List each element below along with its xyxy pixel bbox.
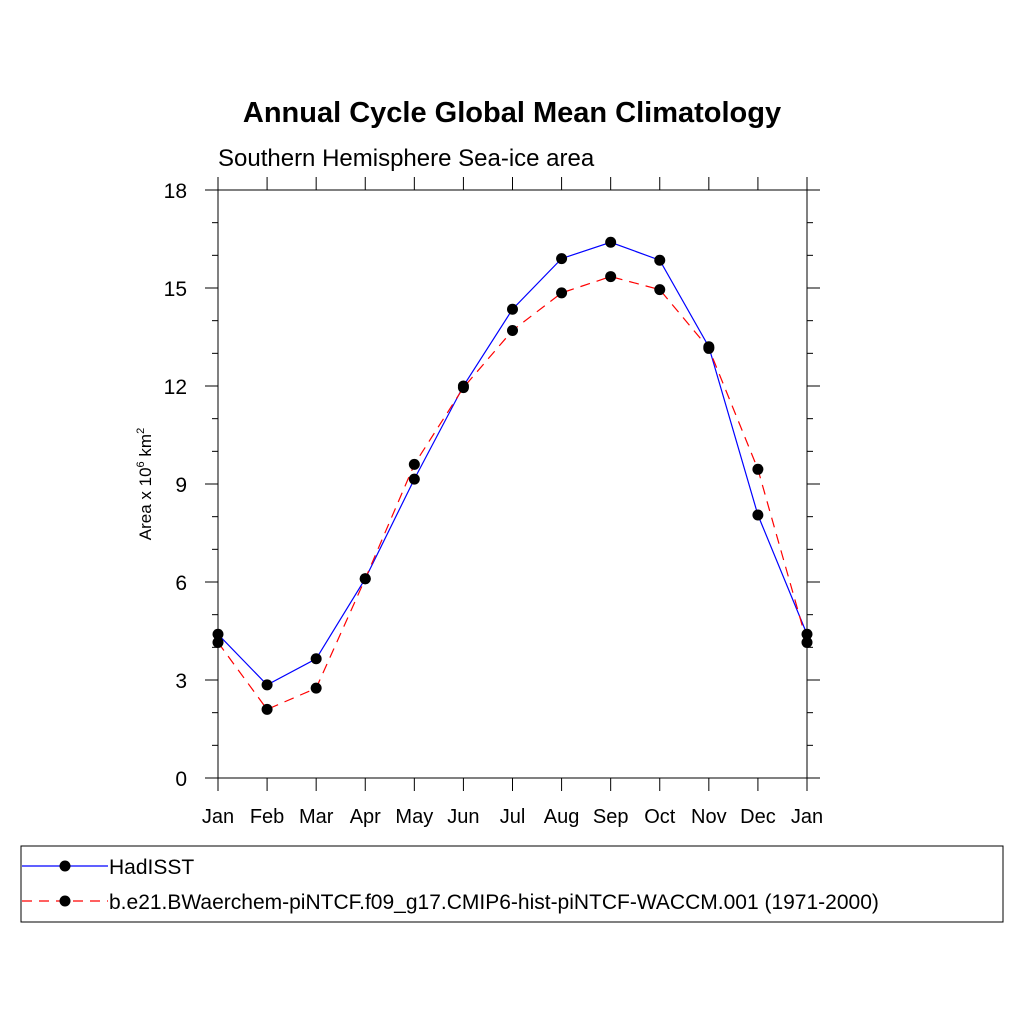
y-tick-label: 6 xyxy=(175,572,187,595)
series-1-point xyxy=(212,628,224,640)
series-2-point xyxy=(261,703,273,715)
series-2-point xyxy=(703,342,715,354)
plot-frame xyxy=(217,189,808,779)
series-1-point xyxy=(654,254,666,266)
x-tick-label: Nov xyxy=(691,806,727,828)
series-1-point xyxy=(261,679,273,691)
x-tick-label: Jul xyxy=(500,806,526,828)
series-1-point xyxy=(310,653,322,665)
series-2-point xyxy=(212,636,224,648)
y-tick-label: 15 xyxy=(164,278,187,301)
x-tick-label: Feb xyxy=(250,806,284,828)
tick-labels: Jan Feb Mar Apr May Jun Jul Aug Sep Oct Nov Dec Jan 0… xyxy=(164,180,823,828)
series-line-2 xyxy=(217,275,808,711)
series-2-point xyxy=(359,573,371,585)
series-2-point xyxy=(801,636,813,648)
series-1-point xyxy=(605,236,617,248)
series-points xyxy=(212,236,813,715)
chart-subtitle: Southern Hemisphere Sea-ice area xyxy=(218,145,595,172)
series-2-point xyxy=(310,682,322,694)
series-2-point xyxy=(457,382,469,394)
x-tick-label: Mar xyxy=(299,806,334,828)
y-axis-label: Area x 106 km2 xyxy=(135,428,155,540)
y-tick-label: 18 xyxy=(164,180,187,203)
x-tick-label: Aug xyxy=(544,806,580,828)
x-tick-label: Oct xyxy=(644,806,676,828)
x-tick-label: Jan xyxy=(202,806,234,828)
legend: HadISST b.e21.BWaerchem-piNTCF.f09_g17.CM… xyxy=(20,845,1004,923)
legend-marker-1 xyxy=(59,860,71,872)
legend-marker-2 xyxy=(59,895,71,907)
y-tick-label: 9 xyxy=(175,474,187,497)
x-tick-label: Dec xyxy=(740,806,776,828)
axis-ticks xyxy=(205,177,820,791)
series-1-point xyxy=(752,509,764,521)
x-tick-label: May xyxy=(395,806,433,828)
series-2-point xyxy=(605,271,617,283)
plot-border xyxy=(217,189,808,779)
series-1-point xyxy=(507,303,518,315)
y-tick-label: 3 xyxy=(175,670,187,693)
x-tick-label: Apr xyxy=(350,806,381,828)
series-1-point xyxy=(556,253,568,265)
y-tick-label: 12 xyxy=(164,376,187,399)
y-tick-label: 0 xyxy=(175,768,187,791)
x-tick-label: Sep xyxy=(593,806,629,828)
series-1-point xyxy=(801,628,813,640)
chart-title: Annual Cycle Global Mean Climatology xyxy=(243,97,781,129)
series-2-point xyxy=(556,287,568,299)
x-tick-label: Jun xyxy=(447,806,479,828)
x-tick-label: Jan xyxy=(791,806,823,828)
series-2-point xyxy=(752,463,764,475)
legend-label-2: b.e21.BWaerchem-piNTCF.f09_g17.CMIP6-his… xyxy=(109,891,879,914)
series-2-point xyxy=(408,458,420,470)
legend-box xyxy=(20,845,1004,923)
series-2-point xyxy=(507,324,518,336)
series-1-point xyxy=(408,473,420,485)
series-2-point xyxy=(654,284,666,296)
legend-label-1: HadISST xyxy=(109,856,194,879)
